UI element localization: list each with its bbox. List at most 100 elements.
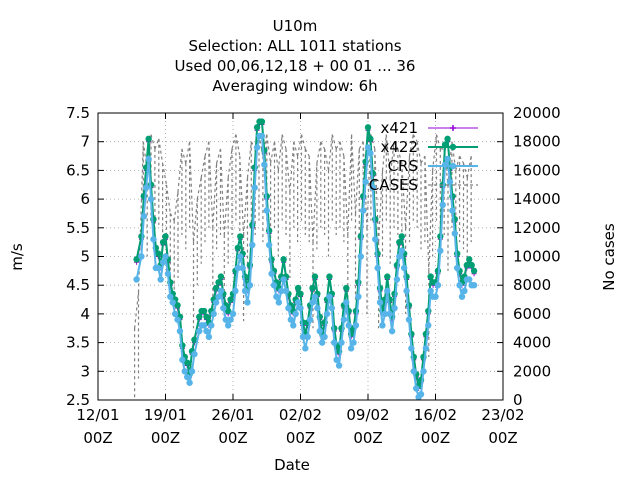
data-point bbox=[376, 299, 384, 306]
data-point bbox=[294, 299, 302, 306]
data-point bbox=[159, 238, 167, 246]
data-point bbox=[200, 307, 208, 315]
legend-marker bbox=[449, 143, 457, 151]
x-tick-label: 19/01 bbox=[144, 406, 187, 424]
x-tick-label: 02/02 bbox=[279, 406, 322, 424]
data-point bbox=[463, 261, 471, 269]
data-point bbox=[290, 322, 297, 329]
x-tick-label-hour: 00Z bbox=[421, 429, 450, 447]
data-point bbox=[468, 261, 475, 269]
y-axis-ticks: 2.5 3 3.5 4 4.5 5 5.5 6 6.5 7 7.5 bbox=[66, 104, 104, 409]
data-point bbox=[234, 244, 242, 252]
data-point bbox=[294, 284, 302, 292]
data-point bbox=[212, 284, 220, 292]
data-point bbox=[263, 207, 270, 214]
data-point bbox=[282, 287, 290, 295]
data-point bbox=[162, 233, 169, 240]
data-point bbox=[275, 299, 283, 306]
data-point bbox=[405, 316, 413, 323]
data-point bbox=[391, 304, 398, 312]
data-point bbox=[244, 299, 251, 306]
data-point bbox=[145, 135, 152, 143]
data-point bbox=[343, 299, 350, 306]
x-axis-ticks: 12/01 00Z 19/01 00Z 26/01 00Z 02/02 00Z 09/02 00Z… bbox=[76, 113, 525, 447]
x-tick-label: 16/02 bbox=[414, 406, 457, 424]
series-cases bbox=[134, 134, 472, 400]
data-point bbox=[143, 184, 150, 191]
data-point bbox=[208, 322, 215, 329]
data-point bbox=[323, 310, 331, 318]
data-point bbox=[427, 273, 434, 280]
data-point bbox=[133, 276, 140, 283]
x-tick-label: 23/02 bbox=[481, 406, 524, 424]
data-point bbox=[396, 253, 403, 260]
data-point bbox=[297, 290, 304, 298]
data-point bbox=[162, 253, 169, 260]
data-point bbox=[367, 149, 374, 157]
data-point bbox=[403, 287, 410, 295]
data-point bbox=[453, 264, 461, 272]
data-point bbox=[191, 350, 198, 358]
chart-title-line-3: Used 00,06,12,18 + 00 01 ... 36 bbox=[175, 57, 416, 75]
data-point bbox=[367, 135, 374, 143]
data-point bbox=[285, 304, 292, 312]
y2-tick-label: 8000 bbox=[513, 276, 551, 294]
data-point bbox=[326, 293, 333, 300]
data-point bbox=[437, 247, 444, 254]
y-tick-label: 7.5 bbox=[66, 104, 90, 122]
data-point bbox=[147, 195, 155, 203]
data-point bbox=[237, 253, 244, 260]
data-point bbox=[297, 304, 304, 312]
x-tick-label-hour: 00Z bbox=[151, 429, 180, 447]
data-point bbox=[384, 273, 391, 280]
series-x422 bbox=[133, 118, 478, 389]
data-point bbox=[372, 236, 379, 243]
data-point bbox=[227, 296, 234, 303]
y-tick-label: 6.5 bbox=[66, 161, 90, 179]
data-point bbox=[449, 207, 456, 214]
data-point bbox=[278, 287, 285, 295]
y-tick-label: 5.5 bbox=[66, 219, 90, 237]
data-point bbox=[174, 302, 181, 309]
data-point bbox=[203, 313, 210, 320]
data-point bbox=[369, 184, 377, 191]
data-point bbox=[470, 282, 478, 289]
x-tick-label: 26/01 bbox=[211, 406, 254, 424]
data-point bbox=[444, 155, 451, 163]
data-point bbox=[145, 155, 152, 163]
data-point bbox=[333, 356, 340, 364]
data-point bbox=[393, 276, 401, 283]
y2-tick-label: 16000 bbox=[513, 161, 561, 179]
data-point bbox=[466, 276, 473, 283]
x-tick-label-hour: 00Z bbox=[218, 429, 247, 447]
y2-tick-label: 4000 bbox=[513, 334, 551, 352]
data-point bbox=[220, 304, 227, 312]
data-point bbox=[167, 293, 174, 300]
data-point bbox=[229, 310, 237, 318]
chart-title: U10m Selection: ALL 1011 stations Used 0… bbox=[175, 17, 416, 95]
y2-tick-label: 10000 bbox=[513, 248, 561, 266]
data-point bbox=[253, 144, 261, 151]
data-point bbox=[338, 339, 345, 346]
y-tick-label: 3.5 bbox=[66, 334, 90, 352]
data-point bbox=[461, 287, 468, 295]
data-point bbox=[138, 253, 145, 260]
data-point bbox=[186, 379, 193, 386]
data-point bbox=[155, 264, 162, 272]
data-point bbox=[268, 270, 275, 277]
data-point bbox=[227, 316, 234, 323]
chart-title-line-2: Selection: ALL 1011 stations bbox=[188, 37, 401, 55]
data-point bbox=[234, 264, 242, 272]
data-point bbox=[427, 287, 434, 295]
data-point bbox=[159, 259, 167, 266]
data-point bbox=[446, 178, 454, 186]
legend-label-x422: x422 bbox=[380, 138, 418, 156]
y-axis-label: m/s bbox=[8, 243, 26, 271]
data-point bbox=[422, 345, 430, 352]
legend-label-crs: CRS bbox=[388, 157, 418, 175]
data-point bbox=[196, 313, 203, 320]
data-point bbox=[340, 316, 348, 323]
data-point bbox=[456, 282, 463, 289]
x-tick-label: 12/01 bbox=[76, 406, 119, 424]
